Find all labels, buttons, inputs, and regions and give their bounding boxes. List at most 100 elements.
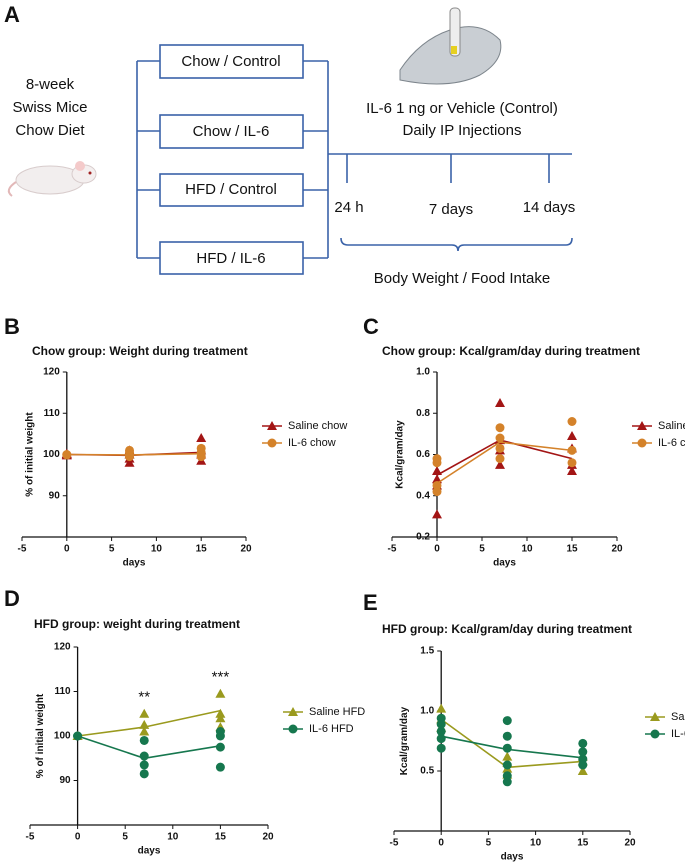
x-tick-label: 5 (479, 544, 485, 555)
marker (432, 466, 442, 475)
mouse-icon (7, 161, 97, 197)
group-label: Chow / Control (181, 53, 280, 70)
legend-label: IL-6 HFD (671, 728, 685, 740)
marker (495, 454, 505, 464)
injection-text: IL-6 1 ng or Vehicle (Control) (366, 100, 558, 117)
legend-label: Saline HFD (671, 711, 685, 723)
injection-text: Daily IP Injections (403, 122, 522, 139)
legend-marker (267, 438, 277, 448)
x-tick-label: -5 (388, 544, 397, 555)
chart-title: Chow group: Kcal/gram/day during treatme… (382, 344, 640, 358)
group-box (159, 241, 304, 275)
marker (196, 433, 207, 442)
legend-marker (288, 707, 298, 716)
marker (139, 769, 149, 779)
marker (215, 727, 225, 737)
timeline (328, 153, 573, 252)
marker (578, 738, 588, 748)
legend-label: IL-6 chow (288, 437, 336, 449)
y-tick-label: 120 (54, 642, 71, 653)
legend-marker (650, 712, 660, 721)
x-tick-label: 15 (566, 544, 578, 555)
panel-label: E (363, 590, 378, 615)
x-tick-label: 20 (262, 832, 274, 843)
y-tick-label: 110 (44, 408, 61, 419)
panel-label: B (4, 314, 20, 339)
marker (125, 445, 135, 455)
panel-label: A (4, 2, 20, 27)
group-label: HFD / Control (185, 181, 277, 198)
marker (432, 480, 442, 490)
mice-label: Chow Diet (15, 122, 85, 139)
mean-line (77, 735, 221, 760)
marker (567, 417, 577, 426)
panel-a: A 8-week Swiss Mice Chow Diet Chow / Co (4, 2, 575, 287)
marker (495, 397, 505, 407)
x-tick-label: 15 (196, 544, 208, 555)
y-tick-label: 0.5 (420, 766, 434, 777)
mice-label: 8-week (26, 76, 75, 93)
marker (436, 743, 446, 753)
legend-label: IL-6 chow (658, 437, 685, 449)
y-tick-label: 90 (49, 490, 61, 501)
x-axis-label: days (138, 846, 161, 857)
x-tick-label: 5 (109, 544, 115, 555)
legend-marker (267, 421, 277, 430)
marker (502, 760, 512, 770)
marker (567, 466, 577, 475)
x-tick-label: -5 (18, 544, 27, 555)
marker (577, 766, 588, 775)
marker (502, 731, 512, 741)
legend-label: Saline chow (658, 420, 685, 432)
x-tick-label: 0 (438, 838, 444, 849)
mean-line (441, 735, 583, 759)
chart-title: HFD group: weight during treatment (34, 617, 240, 631)
chart-panel: B Chow group: Weight during treatment 90 10… (4, 314, 347, 569)
mean-line (77, 709, 221, 737)
marker (139, 760, 149, 770)
y-axis-label: Kcal/gram/day (395, 420, 406, 489)
y-tick-label: 90 (59, 775, 71, 786)
timepoint-label: 7 days (429, 201, 473, 218)
marker (432, 487, 442, 497)
marker (215, 708, 226, 718)
y-tick-label: 110 (54, 686, 71, 697)
y-tick-label: 0.6 (416, 449, 430, 460)
timepoint-label: 14 days (523, 199, 576, 216)
legend-marker (288, 724, 298, 734)
y-tick-label: 1.0 (420, 706, 434, 717)
group-box (159, 114, 304, 149)
x-tick-label: 20 (240, 544, 252, 555)
marker (502, 771, 512, 781)
marker (436, 726, 446, 736)
x-tick-label: 15 (577, 838, 589, 849)
x-axis-label: days (123, 558, 146, 569)
y-tick-label: 1.5 (420, 646, 434, 657)
marker (567, 458, 577, 468)
y-axis-label: % of initial weight (35, 693, 46, 778)
panel-label: C (363, 314, 379, 339)
marker (578, 747, 588, 757)
marker (196, 443, 206, 453)
x-tick-label: 10 (521, 544, 533, 555)
x-tick-label: 15 (215, 832, 227, 843)
legend-marker (650, 729, 660, 739)
y-tick-label: 100 (54, 731, 71, 742)
y-tick-label: 0.8 (416, 408, 430, 419)
x-tick-label: 10 (151, 544, 163, 555)
y-tick-label: 0.2 (416, 532, 430, 543)
annotation: ** (138, 689, 150, 706)
y-axis-label: Kcal/gram/day (399, 706, 410, 775)
outcome-label: Body Weight / Food Intake (374, 270, 551, 287)
injection-icon (399, 7, 502, 85)
annotation: *** (212, 669, 230, 686)
marker (436, 703, 447, 713)
marker (139, 726, 150, 736)
x-tick-label: 5 (486, 838, 492, 849)
x-tick-label: 20 (611, 544, 623, 555)
marker (567, 430, 577, 440)
group-label: HFD / IL-6 (196, 250, 265, 267)
marker (502, 716, 512, 726)
